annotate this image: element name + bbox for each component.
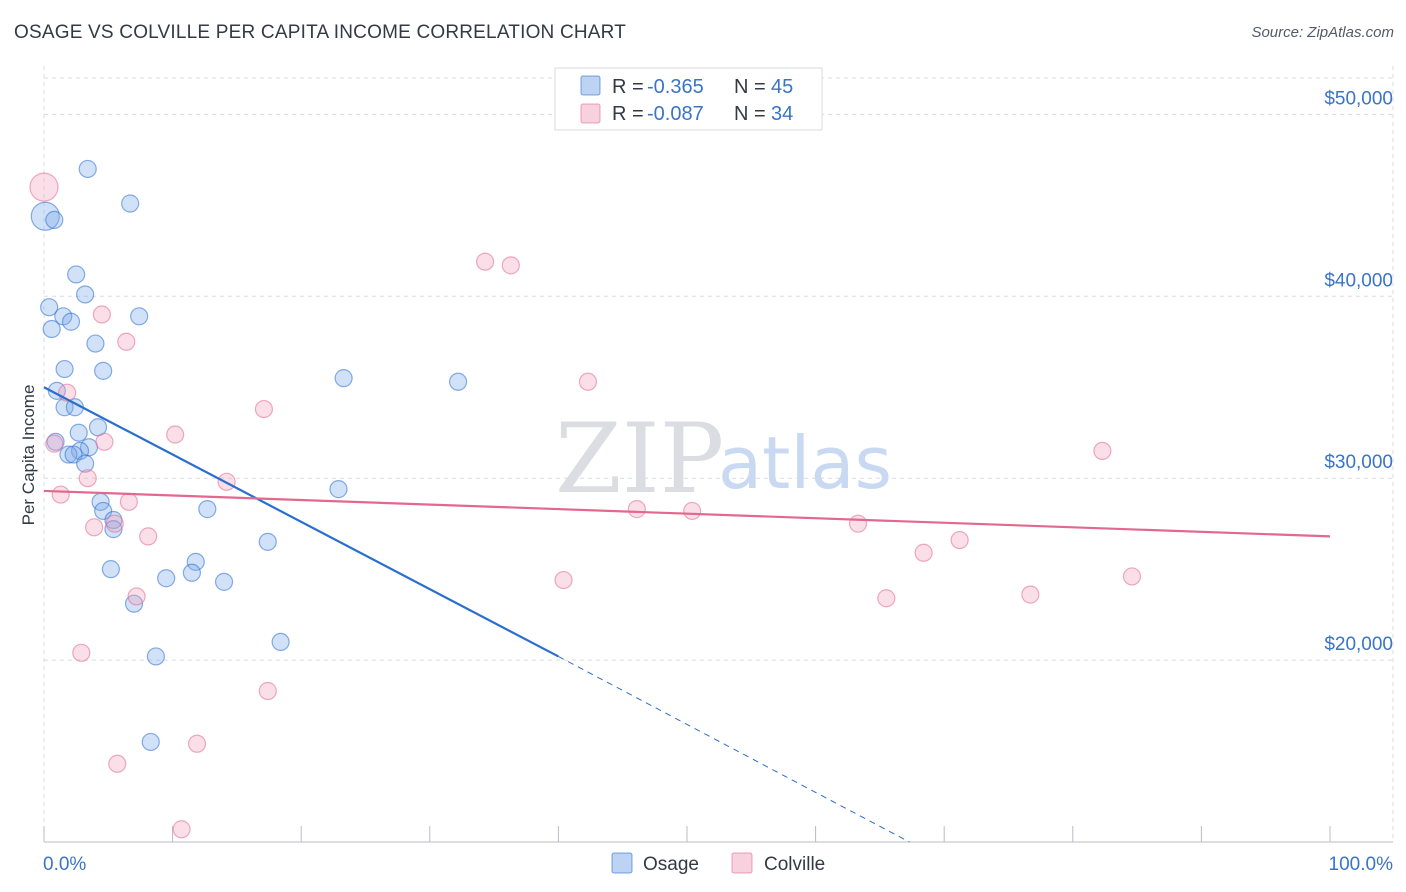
legend-osage-n-label: N =	[734, 76, 766, 98]
trendlines	[43, 386, 1331, 843]
point-colville-23	[914, 543, 933, 562]
point-osage-0	[30, 201, 60, 231]
y-tick-label-0: $20,000	[1324, 634, 1393, 655]
point-colville-4	[117, 332, 136, 351]
point-osage-42	[141, 732, 160, 752]
point-colville-11	[1093, 441, 1112, 461]
point-colville-31	[187, 734, 207, 753]
point-osage-10	[61, 312, 81, 331]
y-tick-label-1: $30,000	[1324, 452, 1393, 473]
point-osage-4	[67, 265, 86, 284]
point-osage-3	[121, 194, 140, 213]
legend-swatch-colville	[580, 103, 601, 124]
bottom-legend-swatch-colville	[731, 852, 753, 874]
point-osage-41	[146, 647, 165, 666]
x-tick-label-max: 100.0%	[1329, 854, 1394, 875]
legend-colville-n-value: 34	[771, 103, 793, 125]
point-osage-2	[78, 159, 97, 179]
point-colville-19	[105, 514, 124, 533]
point-colville-30	[258, 681, 277, 701]
legend-colville-n-label: N =	[734, 103, 766, 125]
y-tick-label-2: $40,000	[1324, 270, 1393, 291]
trendline-osage-extension	[558, 656, 910, 843]
bottom-legend-osage: Osage	[643, 854, 699, 875]
point-colville-22	[950, 530, 969, 550]
point-osage-40	[271, 632, 290, 652]
watermark-zip: ZIP	[555, 403, 724, 515]
point-osage-26	[76, 454, 95, 473]
point-osage-27	[329, 480, 348, 499]
point-colville-27	[877, 589, 896, 608]
legend-osage-n-value: 45	[771, 76, 793, 98]
point-osage-15	[448, 372, 468, 391]
point-osage-8	[130, 307, 149, 326]
bottom-legend-colville: Colville	[764, 854, 825, 875]
point-colville-0	[29, 172, 59, 202]
point-osage-13	[94, 361, 113, 380]
point-colville-8	[166, 425, 185, 444]
y-tick-labels: $20,000 $30,000 $40,000 $50,000	[1324, 88, 1393, 655]
legend-colville-r-value: -0.087	[647, 103, 704, 125]
point-osage-38	[214, 572, 234, 591]
point-colville-5	[578, 372, 598, 391]
legend-swatch-osage	[580, 75, 601, 96]
legend: R = -0.365 N = 45 R = -0.087 N = 34	[554, 67, 823, 131]
point-osage-6	[40, 298, 59, 317]
legend-osage-r-label: R =	[612, 76, 644, 98]
bottom-legend-swatch-osage	[611, 852, 633, 874]
y-axis-label: Per Capita Income	[19, 385, 38, 526]
point-osage-14	[334, 369, 353, 388]
point-colville-32	[108, 754, 127, 773]
point-colville-20	[848, 514, 868, 533]
point-osage-33	[258, 532, 277, 551]
trendline-osage	[43, 386, 559, 658]
point-colville-7	[254, 399, 274, 419]
point-colville-12	[78, 469, 97, 488]
x-ticks	[43, 826, 1331, 842]
point-colville-16	[627, 500, 646, 519]
point-osage-35	[101, 560, 120, 579]
source-label: Source: ZipAtlas.com	[1251, 24, 1394, 41]
point-osage-5	[76, 285, 95, 304]
point-colville-29	[72, 643, 91, 662]
point-osage-34	[186, 552, 205, 571]
point-osage-9	[42, 319, 61, 339]
watermark-atlas: atlas	[718, 421, 892, 505]
data-points	[29, 159, 1142, 839]
trendline-colville	[43, 489, 1331, 538]
point-colville-17	[683, 501, 702, 521]
point-osage-36	[157, 569, 176, 588]
point-osage-1	[45, 210, 64, 229]
point-colville-2	[501, 256, 520, 275]
bottom-legend: Osage Colville	[611, 852, 825, 875]
point-colville-21	[139, 527, 158, 546]
point-osage-11	[86, 334, 105, 353]
chart-title: OSAGE VS COLVILLE PER CAPITA INCOME CORR…	[14, 22, 627, 43]
point-osage-37	[182, 563, 201, 582]
watermark: ZIP atlas	[555, 403, 892, 515]
x-tick-label-min: 0.0%	[43, 854, 86, 875]
point-colville-28	[1021, 585, 1040, 604]
point-osage-30	[198, 500, 217, 519]
legend-osage-r-value: -0.365	[647, 76, 704, 98]
legend-colville-r-label: R =	[612, 103, 644, 125]
y-tick-label-3: $50,000	[1324, 88, 1393, 109]
point-colville-10	[95, 432, 114, 451]
point-colville-18	[85, 518, 104, 537]
point-colville-26	[127, 587, 146, 606]
point-colville-33	[172, 820, 191, 839]
point-colville-14	[51, 485, 70, 504]
point-osage-29	[94, 501, 113, 521]
point-colville-24	[554, 570, 573, 590]
point-osage-24	[59, 445, 78, 464]
point-osage-39	[124, 594, 144, 613]
point-colville-25	[1122, 567, 1142, 586]
point-colville-9	[45, 434, 64, 453]
point-osage-12	[55, 359, 74, 379]
point-colville-15	[119, 492, 138, 511]
point-osage-20	[69, 423, 88, 442]
point-colville-1	[475, 252, 495, 271]
point-colville-3	[92, 305, 111, 324]
